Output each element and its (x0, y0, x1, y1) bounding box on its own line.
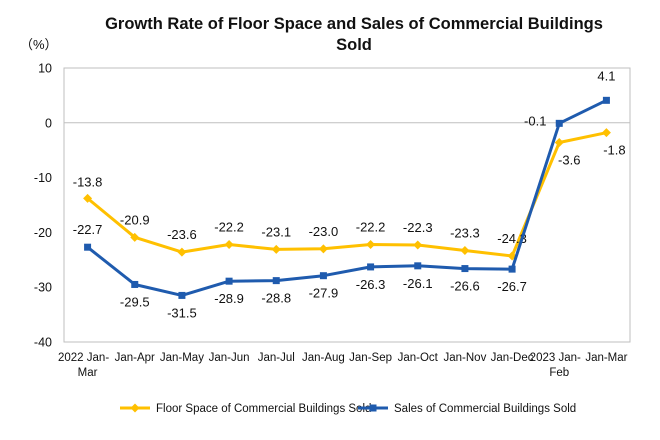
x-tick-label: Jan-Dec (491, 352, 534, 364)
x-tick-label: Jan-May (160, 352, 204, 364)
legend-item-sales: Sales of Commercial Buildings Sold (358, 403, 576, 415)
data-label: -26.7 (497, 279, 527, 294)
data-point-marker (177, 247, 187, 257)
data-point-marker (414, 262, 422, 270)
x-tick-label: Jan-Sep (349, 352, 392, 364)
data-point-marker (131, 280, 139, 288)
data-point-marker (555, 119, 563, 127)
x-tick-label: Mar (78, 367, 98, 379)
data-point-marker (271, 244, 281, 254)
legend-swatch-marker (130, 403, 140, 413)
x-tick-label: Feb (549, 367, 569, 379)
y-tick-label: -30 (34, 281, 52, 295)
x-tick-label: Jan-Aug (302, 352, 345, 364)
data-label: -3.6 (558, 153, 580, 168)
data-point-marker (602, 96, 610, 104)
legend: Floor Space of Commercial Buildings Sold… (120, 403, 576, 415)
data-label: -28.8 (261, 291, 291, 306)
series-line (86, 98, 608, 297)
data-point-marker (224, 239, 234, 249)
data-point-marker (508, 265, 516, 273)
y-tick-label: 10 (38, 62, 52, 76)
data-label: -31.5 (167, 305, 197, 320)
x-tick-label: Jan-Mar (585, 352, 627, 364)
y-tick-label: -10 (34, 171, 52, 185)
y-tick-label: 0 (45, 116, 52, 130)
legend-item-floor-space: Floor Space of Commercial Buildings Sold (120, 403, 371, 415)
series-line (86, 131, 607, 258)
data-label: -22.3 (403, 220, 433, 235)
data-point-marker (554, 138, 564, 148)
data-label: -22.2 (356, 219, 386, 234)
data-point-marker (225, 277, 233, 285)
legend-label: Floor Space of Commercial Buildings Sold (156, 403, 371, 415)
data-point-marker (130, 232, 140, 242)
data-label: -22.2 (214, 219, 244, 234)
data-label: -1.8 (603, 143, 625, 158)
data-point-marker (84, 243, 92, 251)
data-point-marker (366, 239, 376, 249)
series-floor-space: -13.8 -20.9 -23.6 -22.2 -23.1 -23.0 -22.2 -22.3… (73, 128, 626, 261)
x-tick-label: Jan-Jul (258, 352, 295, 364)
data-point-marker (413, 240, 423, 250)
chart-title-line-2: Sold (336, 36, 372, 54)
data-point-marker (601, 128, 611, 138)
x-tick-label: Jan-Jun (209, 352, 250, 364)
plot-frame (63, 67, 631, 343)
y-axis-unit-label: （%） (20, 37, 58, 52)
y-tick-label: -20 (34, 226, 52, 240)
data-label: -0.1 (524, 113, 546, 128)
data-point-marker (367, 263, 375, 271)
data-label: -22.7 (73, 222, 103, 237)
x-tick-label: 2022 Jan- (58, 352, 109, 364)
data-label: -26.3 (356, 277, 386, 292)
data-label: -26.6 (450, 279, 480, 294)
data-label: -29.5 (120, 294, 150, 309)
data-point-marker (318, 244, 328, 254)
data-label: -28.9 (214, 291, 244, 306)
x-tick-label: Jan-Nov (444, 352, 487, 364)
data-label: 4.1 (597, 68, 615, 83)
data-point-marker (460, 245, 470, 255)
data-label: -26.1 (403, 276, 433, 291)
plot-series: -13.8 -20.9 -23.6 -22.2 -23.1 -23.0 -22.2 -22.3… (73, 68, 626, 320)
axes: 10 0 -10 -20 -30 -40 2022 Jan- Mar Jan-Apr Jan-Ma… (34, 62, 631, 379)
data-point-marker (178, 291, 186, 299)
data-label: -27.9 (309, 286, 339, 301)
chart-title-line-1: Growth Rate of Floor Space and Sales of … (105, 15, 603, 33)
data-label: -13.8 (73, 174, 103, 189)
x-tick-label: Jan-Apr (115, 352, 155, 364)
data-label: -20.9 (120, 212, 150, 227)
x-tick-label: Jan-Oct (398, 352, 439, 364)
x-tick-label: 2023 Jan- (530, 352, 581, 364)
data-label: -23.0 (309, 224, 339, 239)
data-point-marker (319, 272, 327, 280)
y-tick-label: -40 (34, 336, 52, 350)
data-point-marker (461, 265, 469, 273)
data-label: -23.1 (261, 224, 291, 239)
data-point-marker (272, 277, 280, 285)
data-label: -23.6 (167, 227, 197, 242)
legend-swatch-marker (369, 404, 377, 412)
data-point-marker (83, 193, 93, 203)
series-sales: -22.7 -29.5 -31.5 -28.9 -28.8 -27.9 -26.3 -26.1… (73, 68, 616, 320)
legend-label: Sales of Commercial Buildings Sold (394, 403, 576, 415)
data-label: -23.3 (450, 225, 480, 240)
